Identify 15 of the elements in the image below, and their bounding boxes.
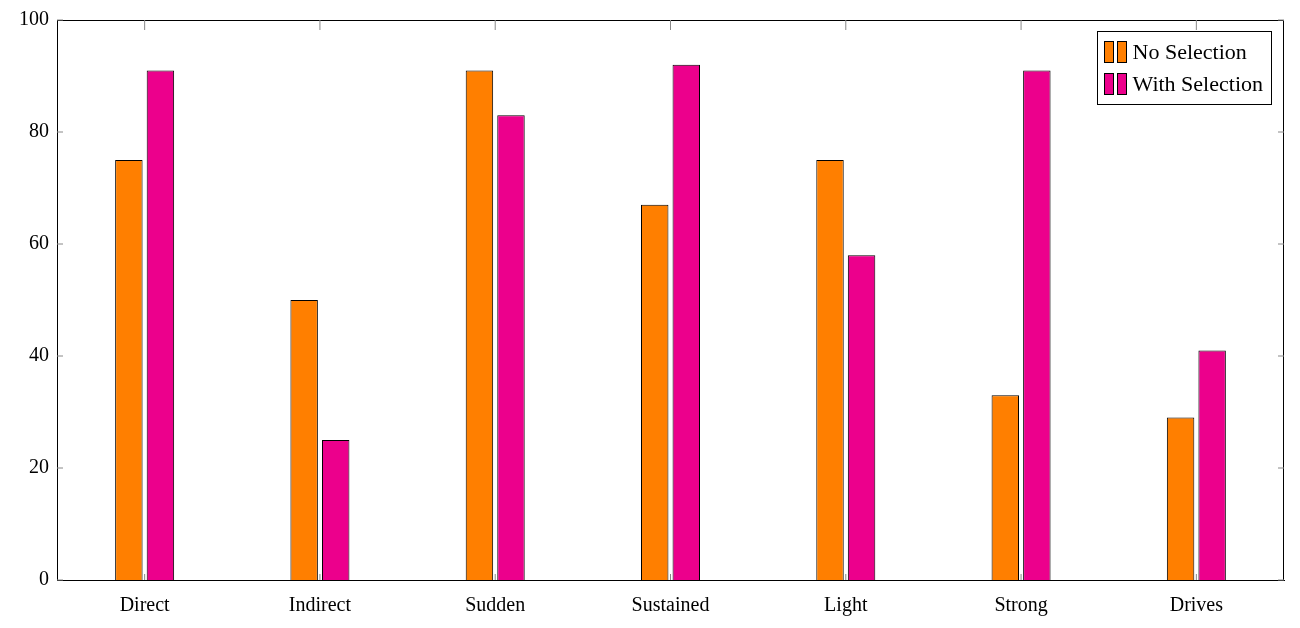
x-tick-label: Sudden: [465, 593, 526, 616]
x-tick-label: Drives: [1169, 593, 1224, 616]
x-tick-label: Sustained: [631, 593, 710, 616]
y-tick-label: 40: [29, 343, 49, 366]
x-tick-label: Direct: [119, 593, 171, 616]
y-tick-label: 20: [29, 455, 49, 478]
y-tick-label: 0: [39, 567, 49, 590]
legend-label: With Selection: [1132, 70, 1263, 98]
y-tick-label: 80: [29, 119, 49, 142]
y-tick-label: 100: [19, 7, 49, 30]
x-tick-label: Strong: [994, 593, 1048, 617]
x-tick-label: Indirect: [288, 593, 352, 616]
x-tick-label: Light: [824, 593, 868, 617]
legend-label: No Selection: [1132, 38, 1247, 66]
y-tick-label: 60: [29, 231, 49, 254]
